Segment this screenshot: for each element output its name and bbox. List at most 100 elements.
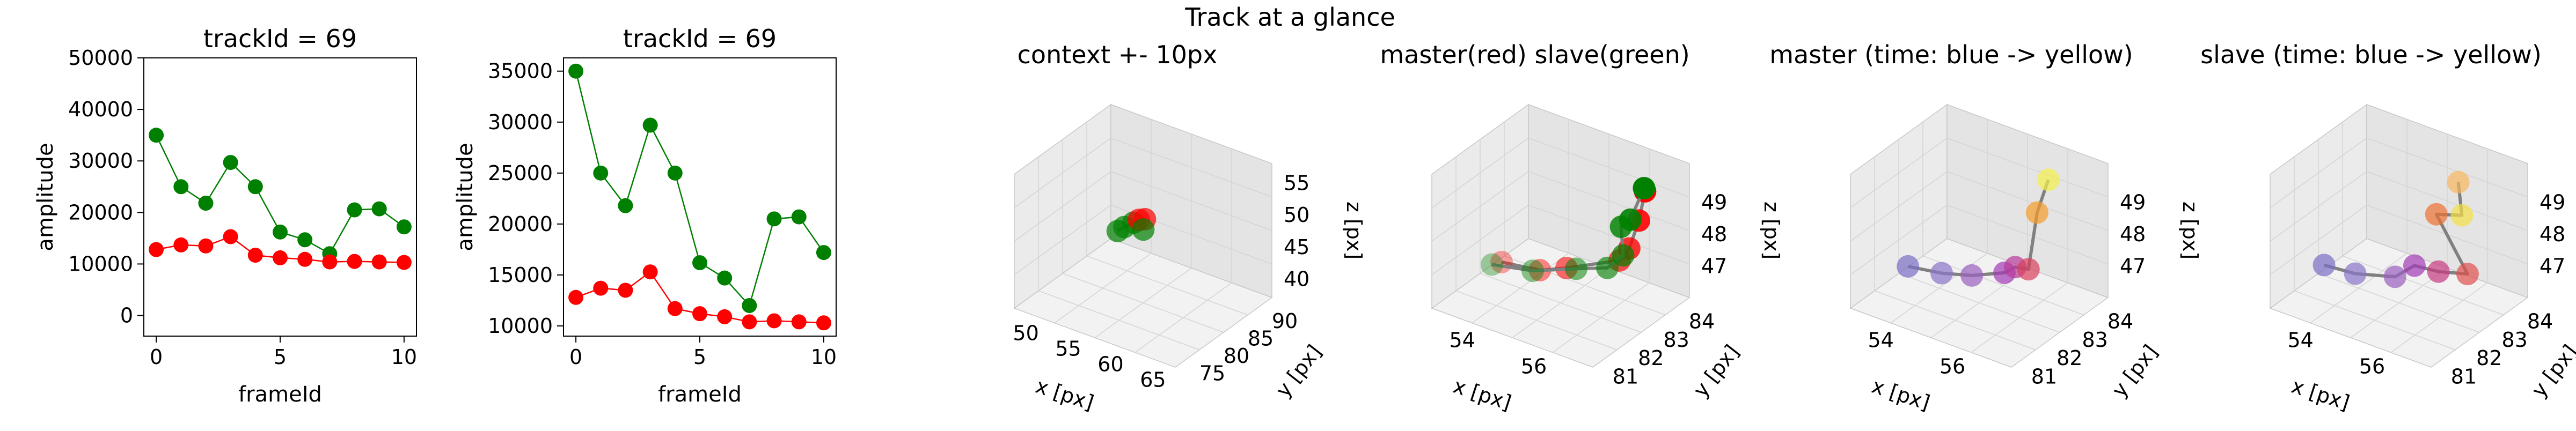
y-tick-label: 81 [1613, 365, 1638, 388]
grid-line [1455, 157, 1618, 351]
series-1-point [396, 219, 412, 235]
track-point [2450, 204, 2473, 227]
grid-line [1086, 122, 1248, 316]
grid-line [1135, 148, 1232, 353]
series-1-point [173, 179, 189, 195]
series-1-point [618, 198, 633, 213]
x-axis-label: frameId [238, 382, 322, 407]
slave-point [1619, 208, 1642, 231]
series-1-point [297, 232, 313, 248]
y-axis-label: y [px] [2527, 340, 2576, 402]
series-1-point [149, 128, 164, 143]
x-tick-label: 10 [391, 345, 417, 369]
line-chart-1: trackId = 69 0 5 10 0 10000 20000 30000 40000 500… [33, 24, 417, 407]
series-2-point [667, 301, 683, 316]
y-tick-label: 80 [1224, 344, 1249, 368]
y-tick-label: 85 [1248, 327, 1274, 351]
slave-point [1633, 176, 1656, 199]
series-2-point [273, 250, 288, 265]
grid-line [2310, 119, 2407, 324]
series-2-point [396, 255, 412, 270]
series-2-point [371, 254, 387, 270]
series-1-point [816, 245, 831, 261]
grid-line [2342, 122, 2504, 316]
line-chart-2: trackId = 69 0 5 10 10000 15000 20000 25000 3000… [453, 24, 837, 407]
series-2-point [347, 254, 362, 269]
series-2-point [198, 238, 214, 254]
series-1-line [575, 71, 824, 307]
series-2-point [149, 242, 164, 257]
y-tick-label: 84 [2527, 310, 2553, 333]
track-point [2456, 263, 2479, 286]
y-tick-label: 10000 [488, 314, 553, 338]
grid-line [2270, 204, 2528, 276]
grid-line [1431, 137, 1690, 209]
slave-point [1596, 256, 1619, 279]
grid-line [1014, 171, 1272, 242]
y-tick-label: 35000 [488, 60, 553, 83]
grid-line [2390, 148, 2488, 353]
track-point [2447, 170, 2470, 194]
grid-line [1038, 157, 1200, 351]
slave-point [1521, 259, 1545, 283]
y-tick-label: 82 [2476, 346, 2502, 370]
y-tick-label: 20000 [488, 212, 553, 236]
figure-suptitle: Track at a glance [1184, 3, 1395, 32]
series-2-point [568, 289, 584, 305]
x-tick-label: 54 [1449, 328, 1475, 352]
grid-line [1054, 119, 1152, 324]
x-tick-label: 0 [569, 345, 582, 369]
z-tick-label: 40 [1284, 267, 1309, 291]
series-2-point [618, 283, 633, 298]
slave-point [1612, 244, 1635, 267]
z-axis-label: z [px] [2178, 202, 2202, 259]
series-1-point [347, 202, 362, 218]
y-axis-label: amplitude [453, 143, 478, 251]
x-tick-label: 56 [2359, 354, 2385, 378]
y-tick-label: 30000 [68, 149, 133, 173]
x-tick-label: 56 [1521, 354, 1547, 378]
chart-title: trackId = 69 [203, 24, 357, 53]
series-1-point [371, 201, 387, 217]
grid-line [1062, 139, 1224, 333]
y-tick-label: 25000 [488, 161, 553, 185]
series-1-point [198, 196, 214, 211]
z-tick-label: 48 [1701, 222, 1727, 246]
x-tick-label: 65 [1140, 368, 1166, 391]
grid-line [1480, 139, 1642, 333]
x-axis-label: x [px] [1451, 374, 1514, 415]
chart-title: master(red) slave(green) [1380, 40, 1689, 69]
grid-line [2270, 171, 2528, 242]
track-point [2383, 265, 2406, 288]
y-axis-label: amplitude [33, 143, 58, 251]
z-tick-label: 45 [1284, 235, 1309, 259]
series-1-point [742, 298, 757, 313]
y-tick-label: 30000 [488, 110, 553, 134]
series-1-point [642, 117, 658, 133]
grid-line [1850, 171, 2109, 242]
series-2-point [791, 314, 807, 330]
x-tick-label: 5 [693, 345, 706, 369]
grid-line [1898, 139, 2060, 333]
slave-point [1564, 257, 1587, 280]
series-2-point [816, 315, 831, 331]
chart-title: slave (time: blue -> yellow) [2200, 40, 2542, 69]
series-2-point [223, 229, 238, 244]
z-tick-label: 47 [2540, 254, 2565, 278]
x-tick-label: 10 [811, 345, 837, 369]
chart-title: context +- 10px [1018, 40, 1218, 69]
grid-line [1014, 204, 1272, 276]
y-tick-label: 10000 [68, 252, 133, 276]
y-tick-label: 82 [1638, 346, 1664, 370]
x-tick-label: 5 [274, 345, 287, 369]
axes-frame [143, 57, 417, 337]
charts-group: trackId = 690 5 10010000200003000040000500… [33, 24, 2576, 415]
x-axis-label: x [px] [2289, 374, 2353, 415]
y-tick-label: 75 [1199, 362, 1225, 385]
series-2-point [322, 254, 338, 270]
slave-point [1480, 253, 1503, 276]
grid-line [1094, 134, 1192, 338]
y-axis-label: y [px] [2107, 340, 2162, 402]
